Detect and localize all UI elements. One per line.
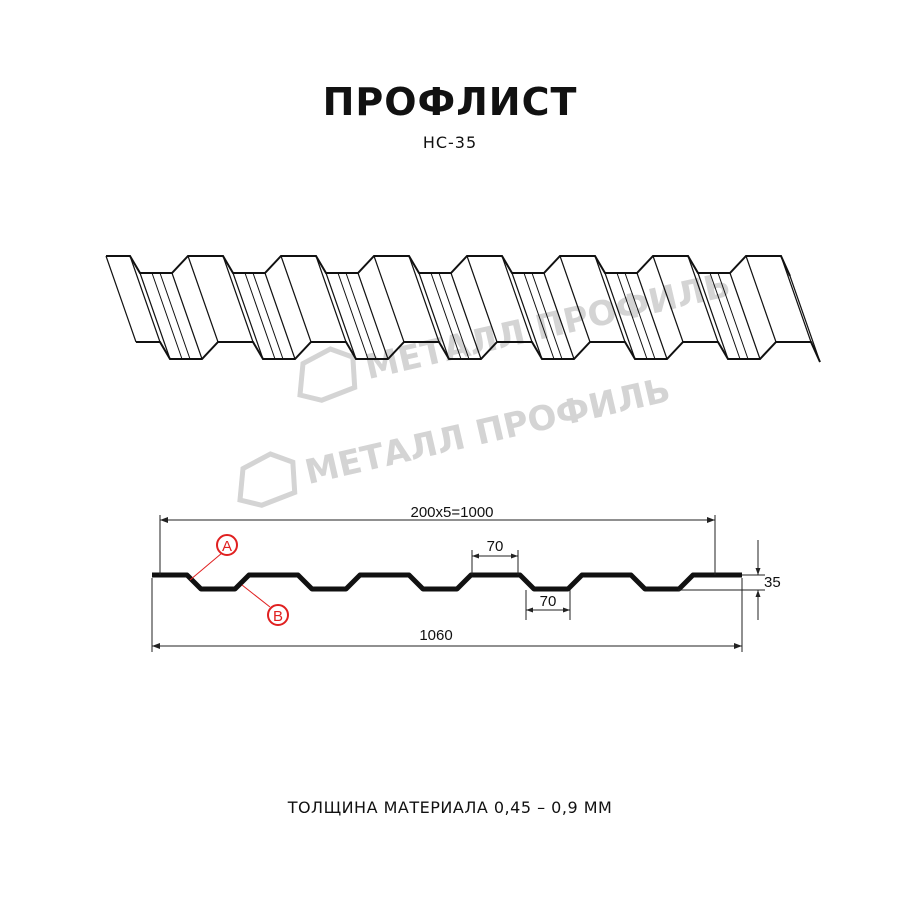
watermark-logo-icon (237, 451, 298, 508)
sheet-fold-line (543, 272, 575, 360)
sheet-rib-line (252, 272, 284, 360)
sheet-fold-line (187, 255, 219, 343)
callout-b: B (241, 584, 289, 626)
page-title: ПРОФЛИСТ (322, 80, 578, 124)
sheet-rib-line (616, 272, 648, 360)
sheet-fold-line (408, 255, 440, 343)
sheet-fold-line (636, 272, 668, 360)
sheet-fold-line (232, 272, 264, 360)
sheet-rib-line (717, 272, 749, 360)
height-dimension: 35 (764, 574, 781, 591)
sheet-rib-line (531, 272, 563, 360)
callout-b-label: B (273, 608, 283, 625)
sheet-fold-line (652, 255, 684, 343)
sheet-fold-line (105, 255, 137, 343)
sheet-rib-line (523, 272, 555, 360)
profile-line (152, 572, 742, 592)
sheet-fold-line (264, 272, 296, 360)
sheet-fold-line (171, 272, 203, 360)
sheet-rib-line (438, 272, 470, 360)
sheet-fold-line (315, 255, 347, 343)
sheet-fold-line (325, 272, 357, 360)
sheet-fold-line (466, 255, 498, 343)
sheet-fold-line (222, 255, 254, 343)
callout-a-label: A (222, 538, 232, 555)
sheet-fold-line (687, 255, 719, 343)
pitch-dimension: 200x5=1000 (411, 504, 494, 521)
bottom-width-dimension: 70 (540, 593, 557, 610)
cross-section: 200x5=1000 70 70 35 1060 A B (151, 504, 781, 652)
sheet-fold-line (559, 255, 591, 343)
sheet-fold-line (594, 255, 626, 343)
top-width-dimension: 70 (487, 538, 504, 555)
callout-a: A (189, 534, 238, 581)
sheet-fold-line (357, 272, 389, 360)
sheet-fold-line (129, 255, 161, 343)
sheet-fold-line (729, 272, 761, 360)
sheet-rib-line (430, 272, 462, 360)
profile-model: НС-35 (422, 133, 478, 152)
sheet-fold-line (604, 272, 636, 360)
sheet-fold-line (450, 272, 482, 360)
sheet-rib-line (709, 272, 741, 360)
full-width-dimension: 1060 (419, 627, 452, 644)
sheet-fold-line (280, 255, 312, 343)
sheet-rib-line (244, 272, 276, 360)
sheet-fold-line (780, 255, 812, 343)
sheet-rib-line (345, 272, 377, 360)
material-thickness-note: ТОЛЩИНА МАТЕРИАЛА 0,45 – 0,9 ММ (287, 798, 613, 817)
sheet-fold-line (373, 255, 405, 343)
sheet-fold-line (697, 272, 729, 360)
sheet-rib-line (624, 272, 656, 360)
isometric-sheet-view (105, 255, 821, 363)
sheet-rib-line (337, 272, 369, 360)
sheet-fold-line (501, 255, 533, 343)
watermark-logo-icon (297, 346, 358, 403)
watermark-bottom: МЕТАЛЛ ПРОФИЛЬ (237, 370, 674, 508)
sheet-fold-line (418, 272, 450, 360)
sheet-rib-line (159, 272, 191, 360)
sheet-fold-line (511, 272, 543, 360)
sheet-fold-line (139, 272, 171, 360)
sheet-rib-line (151, 272, 183, 360)
sheet-fold-line (789, 275, 821, 363)
sheet-fold-line (745, 255, 777, 343)
